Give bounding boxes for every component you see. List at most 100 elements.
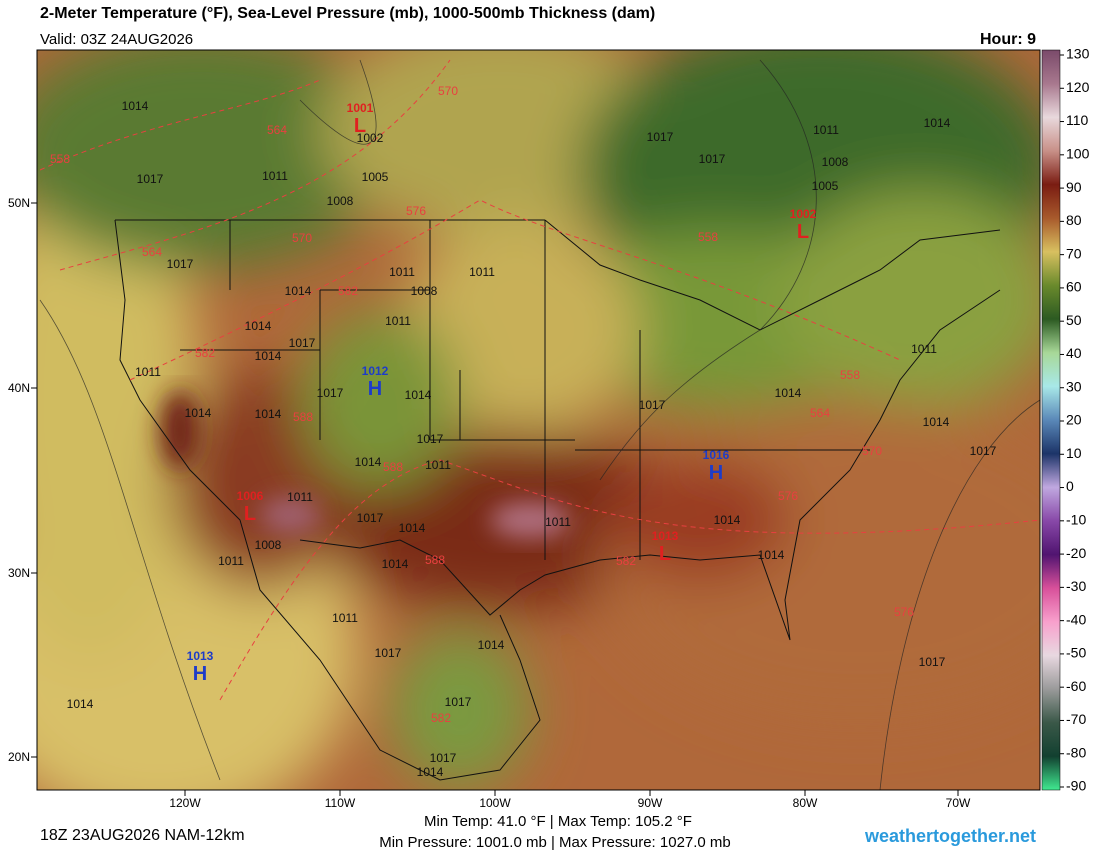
isobar-label: 1017 (137, 172, 164, 186)
isobar-label: 1017 (357, 511, 384, 525)
center-letter: L (244, 503, 256, 525)
isobar-label: 1014 (245, 319, 272, 333)
colorbar-label: 30 (1066, 378, 1082, 394)
isobar-label: 1017 (639, 398, 666, 412)
center-pressure: 1013 (652, 529, 679, 543)
borders (114, 219, 1001, 781)
pressure-range: Min Pressure: 1001.0 mb | Max Pressure: … (379, 834, 731, 850)
lon-label: 80W (793, 796, 818, 810)
isobar-label: 1014 (758, 548, 785, 562)
lon-label: 90W (638, 796, 663, 810)
colorbar-label: -70 (1066, 711, 1086, 727)
lon-label: 70W (946, 796, 971, 810)
isobar-label: 1017 (919, 655, 946, 669)
thickness-label: 582 (431, 711, 451, 725)
isobar-label: 1014 (382, 557, 409, 571)
colorbar-label: 130 (1066, 46, 1090, 62)
thickness-label: 564 (810, 406, 830, 420)
thickness-label: 570 (862, 444, 882, 458)
title: 2-Meter Temperature (°F), Sea-Level Pres… (40, 5, 655, 22)
colorbar-label: 110 (1066, 112, 1089, 128)
isobar-label: 1011 (469, 265, 495, 279)
isobar-label: 1011 (332, 611, 358, 625)
thickness-label: 576 (778, 489, 798, 503)
site-credit: weathertogether.net (864, 826, 1036, 846)
center-letter: L (659, 543, 671, 565)
thickness-label: 588 (293, 410, 313, 424)
isobar-label: 1014 (924, 116, 951, 130)
isobar-label: 1008 (411, 284, 438, 298)
center-letter: H (368, 378, 382, 400)
colorbar-label: 70 (1066, 245, 1082, 261)
isobar-label: 1008 (327, 194, 354, 208)
isobars (39, 59, 1040, 790)
isobar-label: 1014 (355, 455, 382, 469)
isobar-label: 1014 (399, 521, 426, 535)
colorbar-label: 120 (1066, 79, 1090, 95)
colorbar-label: -50 (1066, 645, 1086, 661)
isobar-label: 1014 (122, 99, 149, 113)
colorbar-label: -60 (1066, 678, 1086, 694)
forecast-hour: Hour: 9 (980, 31, 1036, 48)
thickness-label: 588 (383, 460, 403, 474)
model-run: 18Z 23AUG2026 NAM-12km (40, 827, 245, 844)
isobar-label: 1017 (375, 646, 402, 660)
thickness-label: 564 (267, 123, 287, 137)
thickness-label: 558 (50, 152, 70, 166)
isobar-label: 1014 (255, 407, 282, 421)
isobar-label: 1014 (285, 284, 312, 298)
thickness-label: 576 (406, 204, 426, 218)
colorbar (1041, 49, 1061, 791)
isobar-label: 1014 (67, 697, 94, 711)
colorbar-label: -20 (1066, 545, 1086, 561)
center-letter: L (797, 221, 809, 243)
temp-range: Min Temp: 41.0 °F | Max Temp: 105.2 °F (424, 813, 692, 830)
colorbar-label: 100 (1066, 146, 1090, 162)
isobar-label: 1011 (813, 123, 839, 137)
isobar-label: 1014 (478, 638, 505, 652)
colorbar-label: -30 (1066, 578, 1086, 594)
lat-label: 50N (8, 196, 30, 210)
temperature-hotspots (160, 390, 570, 538)
isobar-label: 1008 (822, 155, 849, 169)
map-area: 1013H1016H1012H1001L1002L1013L1006L10141… (37, 50, 1040, 790)
isobar-label: 1011 (425, 458, 451, 472)
isobar-label: 1014 (714, 513, 741, 527)
isobar-label: 1002 (357, 131, 384, 145)
isobar-label: 1011 (135, 365, 161, 379)
isobar-label: 1014 (255, 349, 282, 363)
isobar-label: 1011 (218, 554, 244, 568)
center-letter: L (354, 115, 366, 137)
isobar-label: 1014 (405, 388, 432, 402)
isobar-label: 1014 (923, 415, 950, 429)
thickness-contours (39, 59, 1040, 701)
colorbar-label: 40 (1066, 345, 1082, 361)
colorbar-label: -40 (1066, 611, 1086, 627)
valid-time: Valid: 03Z 24AUG2026 (40, 31, 193, 48)
colorbar-label: 60 (1066, 279, 1082, 295)
colorbar-label: 80 (1066, 212, 1082, 228)
lat-label: 40N (8, 381, 30, 395)
colorbar-label: 20 (1066, 412, 1082, 428)
isobar-label: 1017 (970, 444, 997, 458)
colorbar-label: 90 (1066, 179, 1082, 195)
temperature-field (37, 50, 1040, 790)
center-pressure: 1001 (347, 101, 374, 115)
isobar-label: 1011 (287, 490, 313, 504)
thickness-label: 570 (438, 84, 458, 98)
colorbar-label: 50 (1066, 312, 1082, 328)
isobar-label: 1011 (385, 314, 411, 328)
colorbar-label: -10 (1066, 512, 1086, 528)
isobar-label: 1014 (775, 386, 802, 400)
thickness-label: 564 (142, 245, 162, 259)
center-letter: H (193, 663, 207, 685)
colorbar-label: 0 (1066, 478, 1074, 494)
center-pressure: 1002 (790, 207, 817, 221)
center-pressure: 1006 (237, 489, 264, 503)
isobar-label: 1005 (812, 179, 839, 193)
thickness-label: 576 (894, 605, 914, 619)
isobar-label: 1017 (445, 695, 472, 709)
center-letter: H (709, 462, 723, 484)
isobar-label: 1017 (317, 386, 344, 400)
